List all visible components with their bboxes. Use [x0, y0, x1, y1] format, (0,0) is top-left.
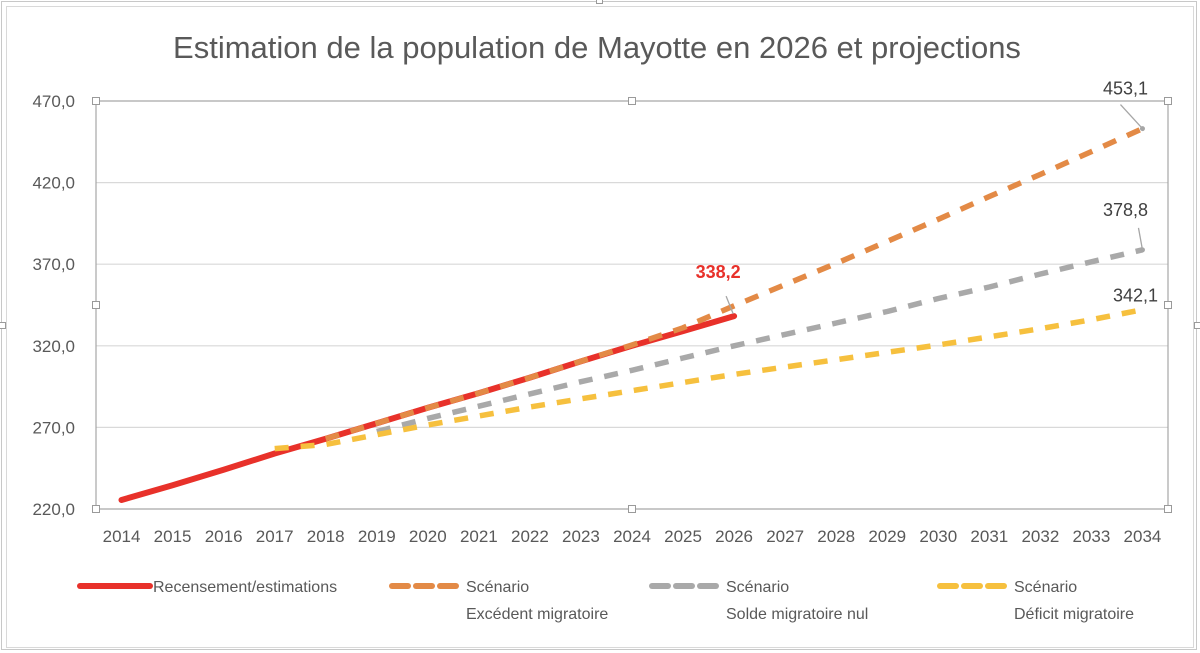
x-tick-label: 2032	[1021, 527, 1059, 546]
legend-item-0[interactable]: Recensement/estimations	[77, 579, 337, 596]
resize-handle-left[interactable]	[0, 322, 6, 329]
x-tick-label: 2033	[1073, 527, 1111, 546]
data-labels: 338,2 453,1 378,8 342,1	[696, 79, 1158, 319]
chart-frame[interactable]	[6, 6, 1194, 648]
x-tick-label: 2022	[511, 527, 549, 546]
x-tick-label: 2019	[358, 527, 396, 546]
legend-label: Recensement/estimations	[153, 579, 337, 596]
x-tick-label: 2024	[613, 527, 651, 546]
x-tick-label: 2030	[919, 527, 957, 546]
x-tick-label: 2031	[970, 527, 1008, 546]
legend-label: Scénario	[1014, 579, 1077, 596]
plot-resize-handle[interactable]	[1164, 301, 1172, 309]
x-tick-label: 2029	[868, 527, 906, 546]
y-axis-ticks: 220,0 270,0 320,0 370,0 420,0 470,0	[32, 92, 75, 519]
x-tick-label: 2018	[307, 527, 345, 546]
plot-resize-handle[interactable]	[92, 505, 100, 513]
y-tick-label: 370,0	[32, 255, 75, 274]
plot-resize-handle[interactable]	[92, 97, 100, 105]
y-tick-label: 420,0	[32, 174, 75, 193]
legend-item-1[interactable]: Scénario Excédent migratoire	[389, 579, 608, 623]
legend-label: Excédent migratoire	[466, 606, 608, 623]
legend: Recensement/estimations Scénario Excédent …	[77, 579, 1134, 623]
x-tick-label: 2023	[562, 527, 600, 546]
y-tick-label: 270,0	[32, 418, 75, 437]
x-tick-label: 2026	[715, 527, 753, 546]
x-tick-label: 2034	[1124, 527, 1162, 546]
y-tick-label: 220,0	[32, 500, 75, 519]
resize-handle-top[interactable]	[596, 0, 603, 4]
x-tick-label: 2028	[817, 527, 855, 546]
plot-resize-handle[interactable]	[628, 505, 636, 513]
leader-line	[725, 295, 735, 317]
x-axis-ticks: 2014 2015 2016 2017 2018 2019 2020 2021 2022 2023…	[103, 527, 1162, 546]
series-lines	[118, 126, 1144, 503]
data-label: 338,2	[696, 262, 741, 282]
legend-label: Solde migratoire nul	[726, 606, 868, 623]
gridlines	[95, 100, 1169, 510]
x-tick-label: 2021	[460, 527, 498, 546]
plot-resize-handle[interactable]	[628, 97, 636, 105]
data-label: 453,1	[1103, 79, 1148, 99]
x-tick-label: 2015	[154, 527, 192, 546]
y-tick-label: 470,0	[32, 92, 75, 111]
leader-line	[1137, 227, 1144, 250]
plot-resize-handle[interactable]	[92, 301, 100, 309]
y-tick-label: 320,0	[32, 337, 75, 356]
x-tick-label: 2017	[256, 527, 294, 546]
series-line-1[interactable]	[324, 126, 1144, 442]
legend-label: Scénario	[726, 579, 789, 596]
chart-title: Estimation de la population de Mayotte e…	[173, 30, 1021, 65]
series-line-3[interactable]	[274, 307, 1144, 452]
plot-resize-handle[interactable]	[1164, 97, 1172, 105]
leader-dot	[1139, 126, 1145, 132]
plot-area-handles	[92, 97, 1172, 513]
data-label: 378,8	[1103, 200, 1148, 220]
x-tick-label: 2014	[103, 527, 141, 546]
leader-dot	[1139, 247, 1145, 253]
x-tick-label: 2020	[409, 527, 447, 546]
x-tick-label: 2016	[205, 527, 243, 546]
series-line-2[interactable]	[376, 247, 1144, 435]
plot-resize-handle[interactable]	[1164, 505, 1172, 513]
leader-dot	[731, 313, 737, 319]
data-label: 342,1	[1113, 286, 1158, 306]
leader-line	[1119, 104, 1143, 130]
x-tick-label: 2027	[766, 527, 804, 546]
x-tick-label: 2025	[664, 527, 702, 546]
legend-item-2[interactable]: Scénario Solde migratoire nul	[649, 579, 868, 623]
legend-label: Déficit migratoire	[1014, 606, 1134, 623]
resize-handle-right[interactable]	[1194, 322, 1200, 329]
legend-item-3[interactable]: Scénario Déficit migratoire	[937, 579, 1134, 623]
legend-label: Scénario	[466, 579, 529, 596]
